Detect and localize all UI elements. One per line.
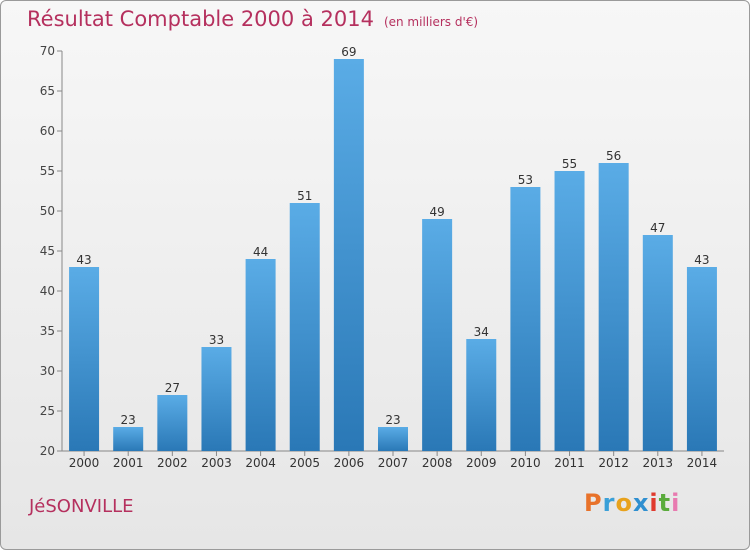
logo-letter: x [632,489,650,517]
x-tick-label: 2008 [422,456,453,470]
bar-2009 [466,339,497,451]
y-tick-label: 40 [40,284,55,298]
logo-letter: i [649,489,659,517]
data-label-2005: 51 [297,189,312,203]
x-tick-label: 2000 [69,456,100,470]
bar-2008 [422,219,453,451]
x-tick-label: 2004 [245,456,276,470]
x-tick-label: 2001 [113,456,144,470]
data-label-2014: 43 [694,253,709,267]
bar-2011 [554,171,585,451]
y-tick-label: 50 [40,204,55,218]
bar-2005 [289,203,320,451]
x-tick-label: 2007 [378,456,409,470]
logo-letter: i [671,489,681,517]
logo-letter: t [658,489,672,517]
bar-2010 [510,187,541,451]
data-label-2008: 49 [429,205,444,219]
bar-2012 [598,163,629,451]
proxiti-logo: Proxiti [584,489,680,517]
data-label-2000: 43 [76,253,91,267]
y-tick-label: 70 [40,44,55,58]
x-tick-label: 2014 [687,456,718,470]
data-label-2001: 23 [121,413,136,427]
data-label-2012: 56 [606,149,621,163]
logo-letter: o [615,489,633,517]
data-label-2006: 69 [341,45,356,59]
y-tick-label: 60 [40,124,55,138]
commune-name: JéSONVILLE [29,496,134,517]
data-label-2013: 47 [650,221,665,235]
logo-letter: r [602,489,616,517]
x-tick-label: 2005 [289,456,320,470]
chart-title-main: Résultat Comptable 2000 à 2014 [27,7,374,31]
x-tick-label: 2006 [334,456,365,470]
data-label-2010: 53 [518,173,533,187]
x-tick-label: 2009 [466,456,497,470]
data-label-2004: 44 [253,245,268,259]
bar-2007 [378,427,408,451]
bar-2000 [69,267,100,451]
x-tick-label: 2003 [201,456,232,470]
bar-2004 [245,259,276,451]
data-label-2009: 34 [474,325,489,339]
bar-2006 [333,59,364,451]
y-tick-label: 25 [40,404,55,418]
data-label-2003: 33 [209,333,224,347]
x-tick-label: 2011 [554,456,585,470]
x-tick-label: 2002 [157,456,188,470]
y-tick-label: 65 [40,84,55,98]
bar-2013 [642,235,673,451]
y-tick-label: 20 [40,444,55,458]
chart-title-unit: (en milliers d'€) [383,15,479,29]
bar-2001 [113,427,144,451]
bar-2014 [686,267,717,451]
bar-2002 [157,395,188,451]
y-tick-label: 55 [40,164,55,178]
y-tick-label: 30 [40,364,55,378]
y-tick-label: 35 [40,324,55,338]
x-tick-label: 2012 [598,456,629,470]
logo-letter: P [584,489,603,517]
data-label-2011: 55 [562,157,577,171]
bar-2003 [201,347,232,451]
chart-title: Résultat Comptable 2000 à 2014 (en millie… [27,7,478,31]
y-tick-label: 45 [40,244,55,258]
data-label-2007: 23 [385,413,400,427]
x-tick-label: 2013 [643,456,674,470]
x-tick-label: 2010 [510,456,541,470]
data-label-2002: 27 [165,381,180,395]
